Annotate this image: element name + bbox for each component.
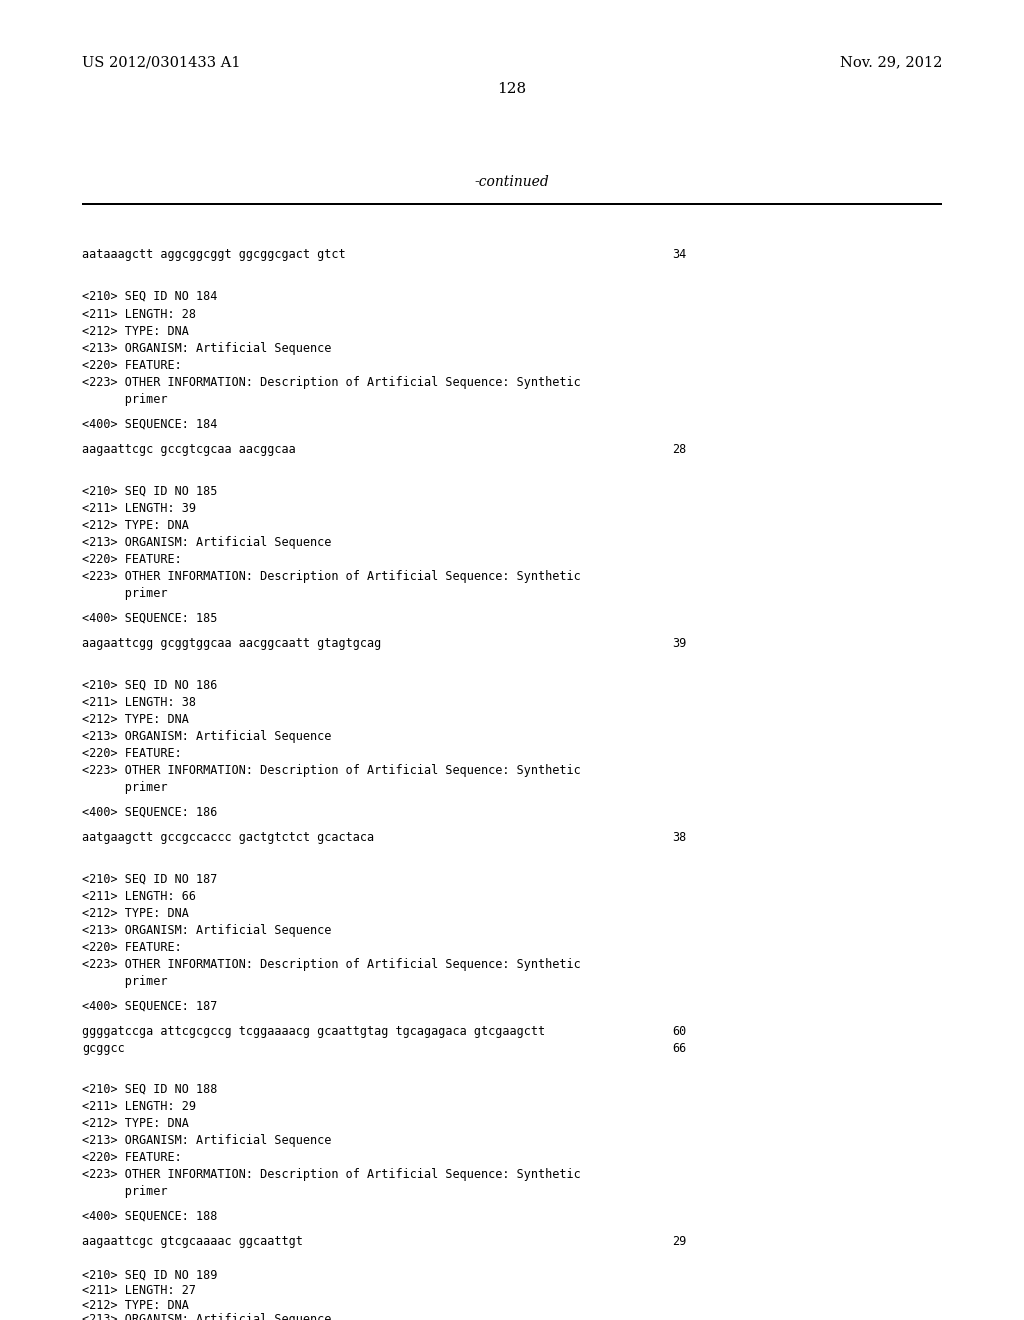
Text: 39: 39: [672, 638, 686, 649]
Text: gcggcc: gcggcc: [82, 1041, 125, 1055]
Text: <400> SEQUENCE: 187: <400> SEQUENCE: 187: [82, 1001, 217, 1012]
Text: <210> SEQ ID NO 189: <210> SEQ ID NO 189: [82, 1269, 217, 1282]
Text: Nov. 29, 2012: Nov. 29, 2012: [840, 55, 942, 69]
Text: 128: 128: [498, 82, 526, 96]
Text: 66: 66: [672, 1041, 686, 1055]
Text: <223> OTHER INFORMATION: Description of Artificial Sequence: Synthetic: <223> OTHER INFORMATION: Description of …: [82, 1168, 581, 1181]
Text: <400> SEQUENCE: 185: <400> SEQUENCE: 185: [82, 612, 217, 624]
Text: <213> ORGANISM: Artificial Sequence: <213> ORGANISM: Artificial Sequence: [82, 730, 332, 743]
Text: <400> SEQUENCE: 186: <400> SEQUENCE: 186: [82, 807, 217, 818]
Text: <212> TYPE: DNA: <212> TYPE: DNA: [82, 713, 188, 726]
Text: <212> TYPE: DNA: <212> TYPE: DNA: [82, 907, 188, 920]
Text: <210> SEQ ID NO 188: <210> SEQ ID NO 188: [82, 1082, 217, 1096]
Text: aataaagctt aggcggcggt ggcggcgact gtct: aataaagctt aggcggcggt ggcggcgact gtct: [82, 248, 346, 261]
Text: <211> LENGTH: 29: <211> LENGTH: 29: [82, 1100, 196, 1113]
Text: <213> ORGANISM: Artificial Sequence: <213> ORGANISM: Artificial Sequence: [82, 342, 332, 355]
Text: 60: 60: [672, 1026, 686, 1038]
Text: US 2012/0301433 A1: US 2012/0301433 A1: [82, 55, 241, 69]
Text: <212> TYPE: DNA: <212> TYPE: DNA: [82, 1117, 188, 1130]
Text: aatgaagctt gccgccaccc gactgtctct gcactaca: aatgaagctt gccgccaccc gactgtctct gcactac…: [82, 832, 374, 843]
Text: <210> SEQ ID NO 184: <210> SEQ ID NO 184: [82, 290, 217, 304]
Text: aagaattcgc gtcgcaaaac ggcaattgt: aagaattcgc gtcgcaaaac ggcaattgt: [82, 1236, 303, 1247]
Text: <213> ORGANISM: Artificial Sequence: <213> ORGANISM: Artificial Sequence: [82, 924, 332, 937]
Text: <223> OTHER INFORMATION: Description of Artificial Sequence: Synthetic: <223> OTHER INFORMATION: Description of …: [82, 764, 581, 777]
Text: 29: 29: [672, 1236, 686, 1247]
Text: <212> TYPE: DNA: <212> TYPE: DNA: [82, 325, 188, 338]
Text: <220> FEATURE:: <220> FEATURE:: [82, 359, 181, 372]
Text: <210> SEQ ID NO 186: <210> SEQ ID NO 186: [82, 678, 217, 692]
Text: aagaattcgg gcggtggcaa aacggcaatt gtagtgcag: aagaattcgg gcggtggcaa aacggcaatt gtagtgc…: [82, 638, 381, 649]
Text: <213> ORGANISM: Artificial Sequence: <213> ORGANISM: Artificial Sequence: [82, 1134, 332, 1147]
Text: 38: 38: [672, 832, 686, 843]
Text: ggggatccga attcgcgccg tcggaaaacg gcaattgtag tgcagagaca gtcgaagctt: ggggatccga attcgcgccg tcggaaaacg gcaattg…: [82, 1026, 545, 1038]
Text: <210> SEQ ID NO 187: <210> SEQ ID NO 187: [82, 873, 217, 886]
Text: <211> LENGTH: 27: <211> LENGTH: 27: [82, 1284, 196, 1298]
Text: -continued: -continued: [475, 176, 549, 189]
Text: 34: 34: [672, 248, 686, 261]
Text: <213> ORGANISM: Artificial Sequence: <213> ORGANISM: Artificial Sequence: [82, 1313, 332, 1320]
Text: primer: primer: [82, 393, 168, 407]
Text: primer: primer: [82, 975, 168, 987]
Text: <212> TYPE: DNA: <212> TYPE: DNA: [82, 519, 188, 532]
Text: <220> FEATURE:: <220> FEATURE:: [82, 747, 181, 760]
Text: aagaattcgc gccgtcgcaa aacggcaa: aagaattcgc gccgtcgcaa aacggcaa: [82, 444, 296, 455]
Text: <213> ORGANISM: Artificial Sequence: <213> ORGANISM: Artificial Sequence: [82, 536, 332, 549]
Text: 28: 28: [672, 444, 686, 455]
Text: <223> OTHER INFORMATION: Description of Artificial Sequence: Synthetic: <223> OTHER INFORMATION: Description of …: [82, 376, 581, 389]
Text: <211> LENGTH: 38: <211> LENGTH: 38: [82, 696, 196, 709]
Text: <220> FEATURE:: <220> FEATURE:: [82, 941, 181, 954]
Text: <210> SEQ ID NO 185: <210> SEQ ID NO 185: [82, 484, 217, 498]
Text: <223> OTHER INFORMATION: Description of Artificial Sequence: Synthetic: <223> OTHER INFORMATION: Description of …: [82, 570, 581, 583]
Text: <212> TYPE: DNA: <212> TYPE: DNA: [82, 1299, 188, 1312]
Text: primer: primer: [82, 587, 168, 601]
Text: primer: primer: [82, 781, 168, 795]
Text: <211> LENGTH: 66: <211> LENGTH: 66: [82, 890, 196, 903]
Text: <211> LENGTH: 28: <211> LENGTH: 28: [82, 308, 196, 321]
Text: <400> SEQUENCE: 184: <400> SEQUENCE: 184: [82, 418, 217, 432]
Text: primer: primer: [82, 1185, 168, 1199]
Text: <220> FEATURE:: <220> FEATURE:: [82, 553, 181, 566]
Text: <211> LENGTH: 39: <211> LENGTH: 39: [82, 502, 196, 515]
Text: <223> OTHER INFORMATION: Description of Artificial Sequence: Synthetic: <223> OTHER INFORMATION: Description of …: [82, 958, 581, 972]
Text: <220> FEATURE:: <220> FEATURE:: [82, 1151, 181, 1164]
Text: <400> SEQUENCE: 188: <400> SEQUENCE: 188: [82, 1210, 217, 1224]
